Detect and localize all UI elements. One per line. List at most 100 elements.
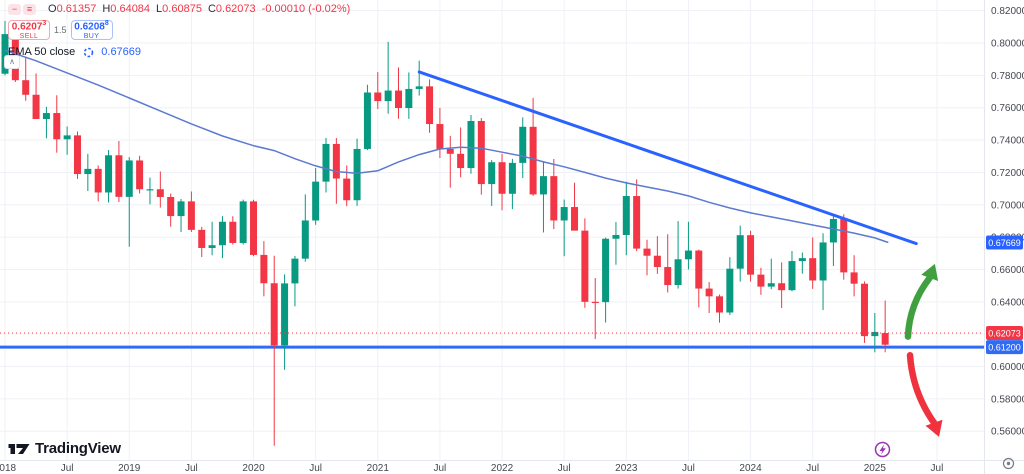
sell-button[interactable]: 0.62073 SELL <box>8 20 50 40</box>
open-label: O <box>48 3 57 15</box>
spread-value: 1.5 <box>54 25 67 35</box>
candle-body <box>415 86 423 89</box>
tradingview-logo-icon <box>8 443 30 454</box>
candle-body <box>850 272 858 284</box>
candle-body <box>250 201 258 255</box>
candle-body <box>322 143 330 182</box>
buy-button[interactable]: 0.62088 BUY <box>70 20 113 41</box>
price-tick-label: 0.72000 <box>991 168 1024 179</box>
candle-body <box>840 219 848 273</box>
candle-body <box>581 230 589 302</box>
price-label-last-text: 0.62073 <box>988 329 1021 339</box>
hide-symbol-icon[interactable]: − <box>8 3 21 15</box>
symbol-menu-icon[interactable]: ≡ <box>23 3 36 15</box>
sell-price: 0.6207 <box>11 21 43 33</box>
candle-body <box>1 34 9 74</box>
price-label-support-text: 0.61200 <box>988 343 1021 353</box>
down-arrow[interactable] <box>906 351 938 427</box>
legend-collapse-button[interactable]: ∧ <box>4 55 20 69</box>
time-tick-label: Jul <box>434 463 447 474</box>
price-label-ema <box>986 235 1023 250</box>
sell-price-fraction: 3 <box>42 19 47 27</box>
candle-body <box>270 283 278 346</box>
candle-body <box>291 258 299 284</box>
time-tick-label: Jul <box>806 463 819 474</box>
time-tick-label: Jul <box>682 463 695 474</box>
candle-body <box>633 196 641 249</box>
price-tick-label: 0.66000 <box>991 265 1024 276</box>
trendline[interactable] <box>417 70 918 246</box>
candle-body <box>809 258 817 281</box>
candle-body <box>446 148 454 154</box>
trade-panel: 0.62073 SELL 1.5 0.62088 BUY <box>8 20 356 40</box>
scale-settings-icon-dot <box>1006 461 1011 466</box>
candle-body <box>42 113 50 120</box>
candle-body <box>664 267 672 286</box>
candle-body <box>612 235 620 239</box>
candle-body <box>767 283 775 287</box>
scale-settings-icon[interactable] <box>1002 457 1015 470</box>
candle-body <box>208 245 216 248</box>
candle-body <box>374 92 382 102</box>
up-arrowhead <box>921 263 939 282</box>
candle-body <box>136 160 144 190</box>
candle-body <box>363 92 371 149</box>
candle-body <box>32 94 40 120</box>
buy-price: 0.6208 <box>74 21 105 33</box>
buy-label: BUY <box>83 33 100 41</box>
candle-body <box>871 331 879 337</box>
candle-body <box>736 235 744 269</box>
candle-body <box>653 255 661 268</box>
candle-body <box>860 283 868 337</box>
candle-body <box>550 176 558 221</box>
candle-body <box>218 221 226 246</box>
time-tick-label: 2023 <box>615 463 638 474</box>
candle-body <box>747 235 755 275</box>
candle-body <box>177 201 185 217</box>
candle-body <box>301 220 309 259</box>
candle-body <box>239 201 247 243</box>
candle-body <box>622 196 630 236</box>
price-tick-label: 0.58000 <box>991 394 1024 405</box>
ema-indicator-legend[interactable]: EMA 50 close 0.67669 <box>8 46 356 58</box>
ohlc-readout: O0.61357 H0.64084 L0.60875 C0.62073 -0.00010… <box>48 3 356 15</box>
candle-body <box>695 250 703 289</box>
candle-body <box>73 135 81 175</box>
candle-body <box>560 207 568 221</box>
candle-body <box>384 90 392 102</box>
up-arrow[interactable] <box>904 274 933 340</box>
candle-body <box>394 90 402 109</box>
candle-body <box>146 189 154 191</box>
time-axis[interactable] <box>0 461 1024 474</box>
candle-body <box>457 153 465 169</box>
price-tick-label: 0.82000 <box>991 6 1024 17</box>
candle-body <box>571 207 579 231</box>
chart-legend: − ≡ O0.61357 H0.64084 L0.60875 C0.62073 -0.0… <box>8 3 356 58</box>
price-tick-label: 0.56000 <box>991 427 1024 438</box>
price-tick-label: 0.74000 <box>991 136 1024 147</box>
candle-body <box>436 124 444 149</box>
candle-body <box>819 242 827 281</box>
candle-body <box>488 162 496 185</box>
candle-body <box>63 135 71 140</box>
candle-body <box>198 229 206 248</box>
candle-body <box>881 333 889 345</box>
time-tick-label: 2020 <box>242 463 265 474</box>
tradingview-attribution[interactable]: TradingView <box>8 440 121 457</box>
low-value: 0.60875 <box>162 3 202 15</box>
candle-body <box>426 86 434 125</box>
price-tick-label: 0.80000 <box>991 39 1024 50</box>
time-tick-label: 2018 <box>0 463 17 474</box>
candle-body <box>726 268 734 313</box>
time-tick-label: Jul <box>558 463 571 474</box>
price-tick-label: 0.70000 <box>991 200 1024 211</box>
candle-body <box>187 201 195 230</box>
candle-body <box>167 197 175 217</box>
ema-indicator-name: EMA 50 close <box>8 46 76 58</box>
price-tick-label: 0.78000 <box>991 71 1024 82</box>
candle-body <box>674 259 682 286</box>
candle-body <box>105 155 113 193</box>
change-value: -0.00010 (-0.02%) <box>261 3 351 15</box>
candle-body <box>684 250 692 260</box>
